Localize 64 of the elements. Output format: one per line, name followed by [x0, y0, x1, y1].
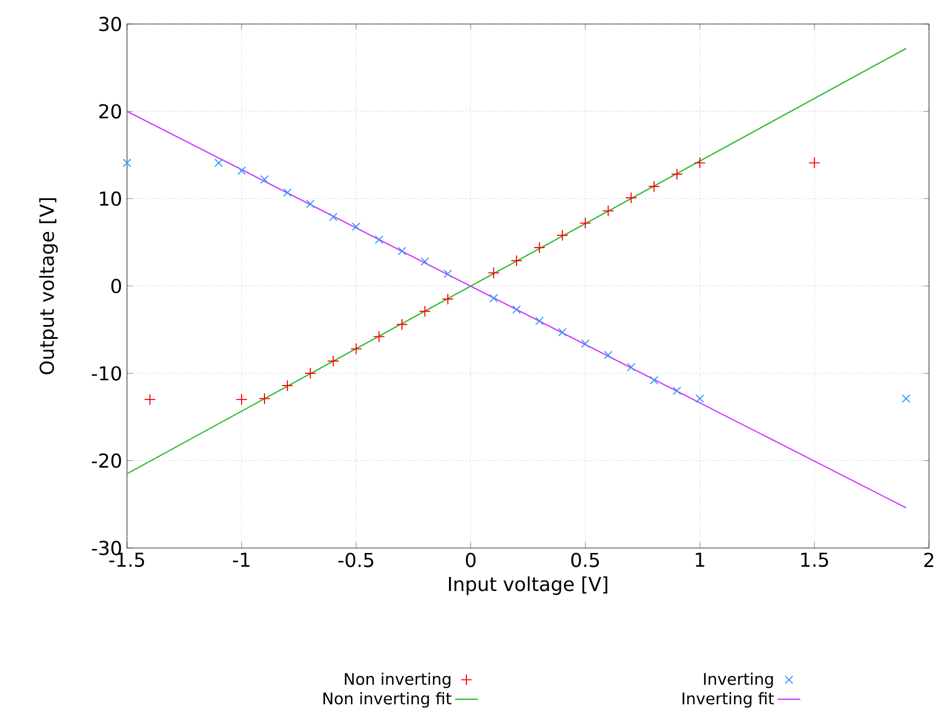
x-tick-label: -1	[232, 552, 250, 567]
point	[442, 293, 454, 305]
point	[306, 200, 315, 208]
point	[580, 339, 590, 348]
point	[420, 257, 430, 266]
point	[398, 246, 406, 256]
legend-label: Non inverting fit	[323, 692, 452, 708]
point	[558, 328, 567, 337]
point	[260, 175, 269, 184]
point	[352, 222, 360, 231]
point	[808, 156, 820, 169]
point	[327, 355, 340, 367]
legend-label: Non inverting	[344, 672, 450, 688]
point	[512, 305, 521, 314]
point	[304, 367, 316, 380]
y-tick-label: 0	[111, 278, 122, 294]
point	[258, 392, 270, 405]
point	[556, 229, 568, 242]
point	[396, 318, 408, 330]
point	[510, 254, 522, 267]
point	[626, 362, 636, 372]
point	[328, 212, 338, 222]
point	[144, 394, 156, 406]
point	[122, 158, 132, 168]
point	[648, 180, 660, 192]
point	[602, 205, 614, 217]
x-tick-label: -0.5	[338, 552, 374, 568]
point	[214, 158, 223, 168]
point	[625, 192, 637, 204]
x-tick-label: 0.5	[571, 552, 599, 568]
point	[444, 269, 452, 278]
legend-label: Inverting fit	[682, 692, 774, 708]
x-axis-title: Input voltage [V]	[449, 576, 608, 595]
point	[282, 380, 294, 392]
point	[604, 350, 613, 360]
y-tick-label: -20	[92, 453, 122, 468]
x-tick-label: 1.5	[801, 552, 828, 567]
point	[237, 166, 246, 176]
point	[419, 305, 431, 318]
point	[373, 330, 385, 343]
y-tick-label: -10	[92, 366, 122, 381]
y-tick-label: 10	[100, 191, 122, 206]
point	[283, 188, 292, 197]
y-tick-label: 20	[99, 104, 122, 119]
point	[694, 156, 706, 169]
point	[579, 217, 592, 229]
point	[650, 376, 658, 385]
point	[671, 168, 683, 180]
point	[902, 394, 910, 403]
point	[236, 394, 248, 406]
point	[534, 242, 546, 254]
y-tick-label: 30	[99, 16, 122, 32]
x-tick-label: 0	[466, 552, 476, 568]
point	[535, 316, 544, 326]
y-axis-title: Output voltage [V]	[39, 198, 58, 374]
point	[374, 235, 384, 244]
point	[489, 294, 498, 303]
legend-label: Inverting	[704, 672, 773, 688]
point	[696, 394, 704, 403]
point	[350, 343, 362, 355]
point	[488, 267, 500, 279]
x-tick-label: 2	[924, 552, 934, 567]
point	[672, 386, 682, 396]
x-tick-label: 1	[696, 552, 704, 567]
